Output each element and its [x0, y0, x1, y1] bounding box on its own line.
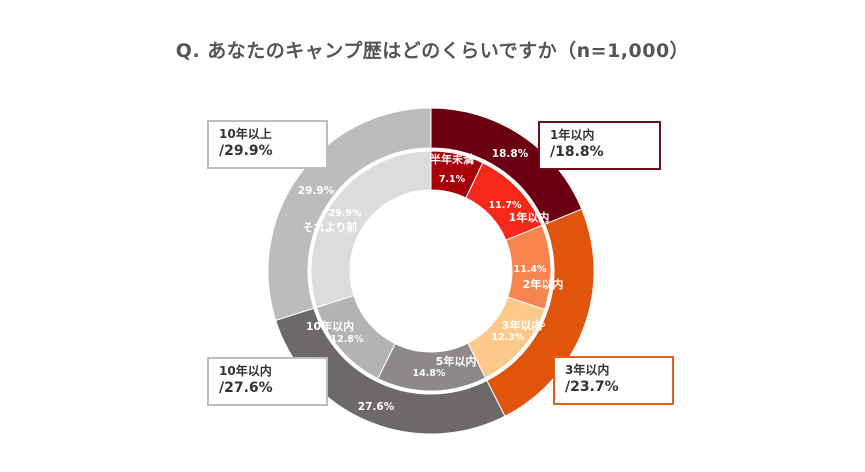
callout-value: /27.6% [219, 380, 273, 396]
callout-10-years-or-more: 10年以上 /29.9% [207, 120, 328, 169]
callout-label: 3年以内 [565, 363, 610, 377]
callout-value: /18.8% [550, 144, 604, 160]
inner-ring-value-label: 11.4% [514, 264, 547, 275]
callout-label: 1年以内 [550, 128, 595, 142]
inner-ring-category-label: 10年以内 [306, 319, 354, 333]
inner-ring-value-label: 29.9% [329, 208, 362, 219]
inner-ring-category-label: 5年以内 [436, 354, 477, 368]
outer-ring-value-label: 27.6% [358, 401, 395, 413]
outer-ring-value-label: 29.9% [298, 185, 335, 197]
inner-ring-category-label: 1年以内 [509, 210, 550, 224]
callout-within-1-year: 1年以内 /18.8% [538, 121, 661, 170]
inner-ring-category-label: 半年未満 [430, 152, 474, 166]
inner-ring-value-label: 14.8% [413, 368, 446, 379]
callout-value: /29.9% [219, 143, 273, 159]
callout-label: 10年以上 [219, 127, 272, 141]
callout-label: 10年以内 [219, 364, 272, 378]
inner-ring-value-label: 12.8% [331, 334, 364, 345]
inner-ring-category-label: 3年以内 [502, 318, 543, 332]
outer-ring-value-label: 18.8% [492, 148, 529, 160]
callout-within-10-years: 10年以内 /27.6% [207, 357, 328, 406]
callout-within-3-years: 3年以内 /23.7% [553, 356, 674, 405]
inner-ring-category-label: 2年以内 [523, 277, 564, 291]
inner-ring-value-label: 7.1% [439, 174, 466, 185]
inner-ring-slice [310, 150, 432, 308]
inner-ring-category-label: それより前 [303, 220, 358, 234]
outer-ring-slice [267, 107, 432, 322]
chart-title: Q. あなたのキャンプ歴はどのくらいですか（n=1,000） [175, 40, 690, 62]
inner-ring-value-label: 12.3% [492, 332, 525, 343]
inner-ring-value-label: 11.7% [489, 200, 522, 211]
callout-value: /23.7% [565, 379, 619, 395]
